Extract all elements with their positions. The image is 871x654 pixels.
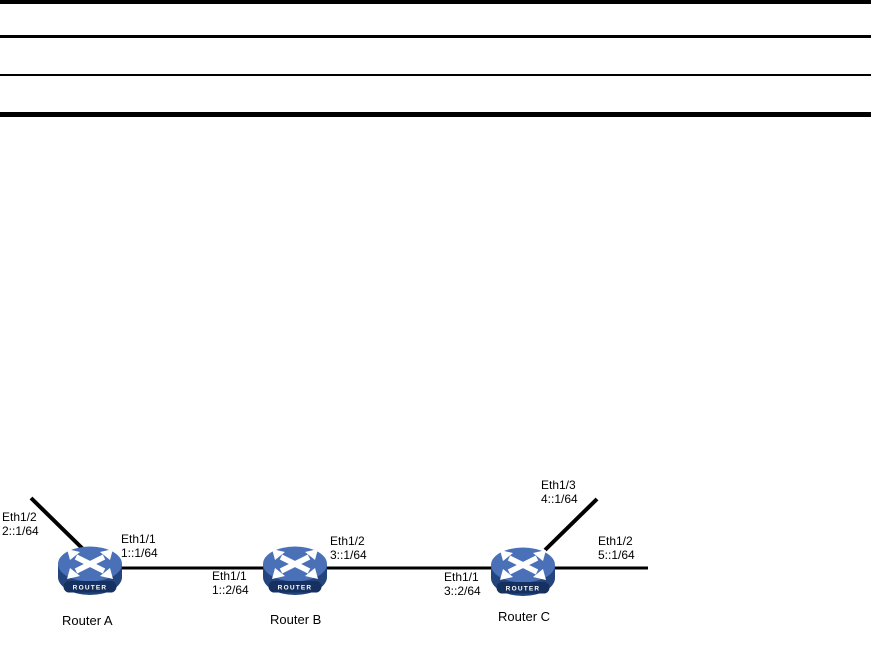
document-rule-row-divider-2 [0, 74, 871, 76]
interface-port: Eth1/1 [444, 570, 479, 584]
interface-address: 5::1/64 [598, 548, 635, 562]
interface-address: 3::2/64 [444, 584, 481, 598]
router-a-caption: Router A [62, 613, 113, 628]
interface-address: 4::1/64 [541, 492, 578, 506]
router-b-eth1-1-label: Eth1/1 1::2/64 [212, 569, 249, 597]
router-c-eth1-2-label: Eth1/2 5::1/64 [598, 534, 635, 562]
document-rule-top [0, 0, 871, 4]
document-rule-row-divider-1 [0, 35, 871, 38]
router-c-icon: ROUTER [491, 547, 555, 596]
link-router-c-stub-line [543, 497, 599, 552]
router-b-caption: Router B [270, 612, 322, 627]
router-a-icon-label: ROUTER [73, 585, 108, 592]
interface-address: 1::2/64 [212, 583, 249, 597]
router-a-eth1-2-label: Eth1/2 2::1/64 [2, 510, 39, 538]
interface-port: Eth1/2 [330, 534, 365, 548]
interface-port: Eth1/2 [598, 534, 633, 548]
router-b-eth1-2-label: Eth1/2 3::1/64 [330, 534, 367, 562]
interface-address: 3::1/64 [330, 548, 367, 562]
link-router-a-stub-line [29, 496, 86, 552]
router-c-eth1-1-label: Eth1/1 3::2/64 [444, 570, 481, 598]
router-b-icon: ROUTER [263, 546, 327, 595]
router-a-icon: ROUTER [58, 546, 122, 595]
router-c-icon-label: ROUTER [506, 586, 541, 593]
router-c-caption: Router C [498, 609, 551, 624]
interface-port: Eth1/1 [121, 532, 156, 546]
interface-port: Eth1/3 [541, 478, 576, 492]
interface-address: 2::1/64 [2, 524, 39, 538]
router-a-eth1-1-label: Eth1/1 1::1/64 [121, 532, 158, 560]
router-b-icon-label: ROUTER [278, 585, 313, 592]
interface-port: Eth1/2 [2, 510, 37, 524]
interface-port: Eth1/1 [212, 569, 247, 583]
interface-address: 1::1/64 [121, 546, 158, 560]
router-c-eth1-3-label: Eth1/3 4::1/64 [541, 478, 578, 506]
document-rule-bottom [0, 112, 871, 117]
